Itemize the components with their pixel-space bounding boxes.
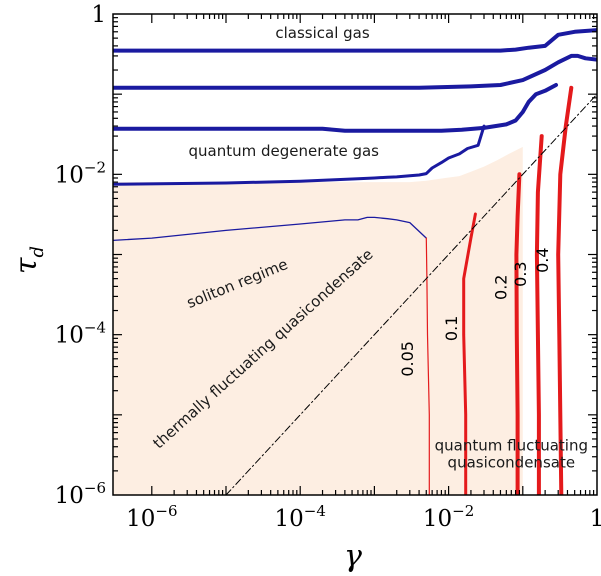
- x-tick-label: 10−4: [274, 502, 325, 532]
- blue-contour-line-0: [113, 28, 597, 53]
- red-contour-line-7: [514, 172, 522, 495]
- contour-value-label: 0.3: [511, 261, 530, 286]
- x-tick-label: 1: [590, 506, 601, 532]
- shaded-region-layer: [113, 146, 523, 495]
- axis-ticks: 10−6 10−4 10−2 1 10−6 10−4 10−2 1: [55, 2, 601, 532]
- y-axis-title-main: τ: [9, 257, 44, 274]
- red-contour-line-8: [534, 134, 544, 495]
- y-tick-label: 1: [91, 2, 106, 28]
- blue-contour-line-4: [113, 216, 427, 242]
- region-annotation: classical gas: [275, 24, 369, 42]
- region-annotation: quantum degenerate gas: [188, 142, 379, 160]
- y-axis-title-subscript: d: [27, 246, 48, 258]
- region-annotation: quasicondensate: [448, 454, 576, 472]
- y-tick-label: 10−2: [55, 158, 106, 188]
- red-contour-line-6: [462, 212, 477, 495]
- y-axis-title: τd: [9, 246, 48, 274]
- red-contour-line-5: [425, 237, 430, 495]
- y-tick-label: 10−4: [55, 319, 106, 349]
- shaded-quasicondensate-region: [113, 146, 523, 495]
- x-axis-title: γ: [344, 539, 362, 574]
- contour-value-label: 0.2: [491, 275, 510, 300]
- red-contour-line-9: [556, 85, 574, 495]
- blue-contour-line-2: [113, 83, 558, 133]
- y-tick-label: 10−6: [55, 479, 106, 509]
- contour-value-label: 0.1: [442, 316, 461, 341]
- plot-area: [113, 28, 597, 495]
- blue-contour-line-3: [113, 124, 486, 186]
- region-annotation: quantum fluctuating: [435, 436, 588, 454]
- contour-lines-layer: [113, 28, 597, 495]
- x-tick-label: 10−2: [423, 502, 474, 532]
- x-tick-label: 10−6: [126, 502, 177, 532]
- contour-value-label: 0.05: [398, 341, 417, 377]
- contour-value-label: 0.4: [533, 247, 552, 272]
- blue-contour-line-1: [113, 53, 597, 90]
- diagonal-line-10: [225, 93, 597, 495]
